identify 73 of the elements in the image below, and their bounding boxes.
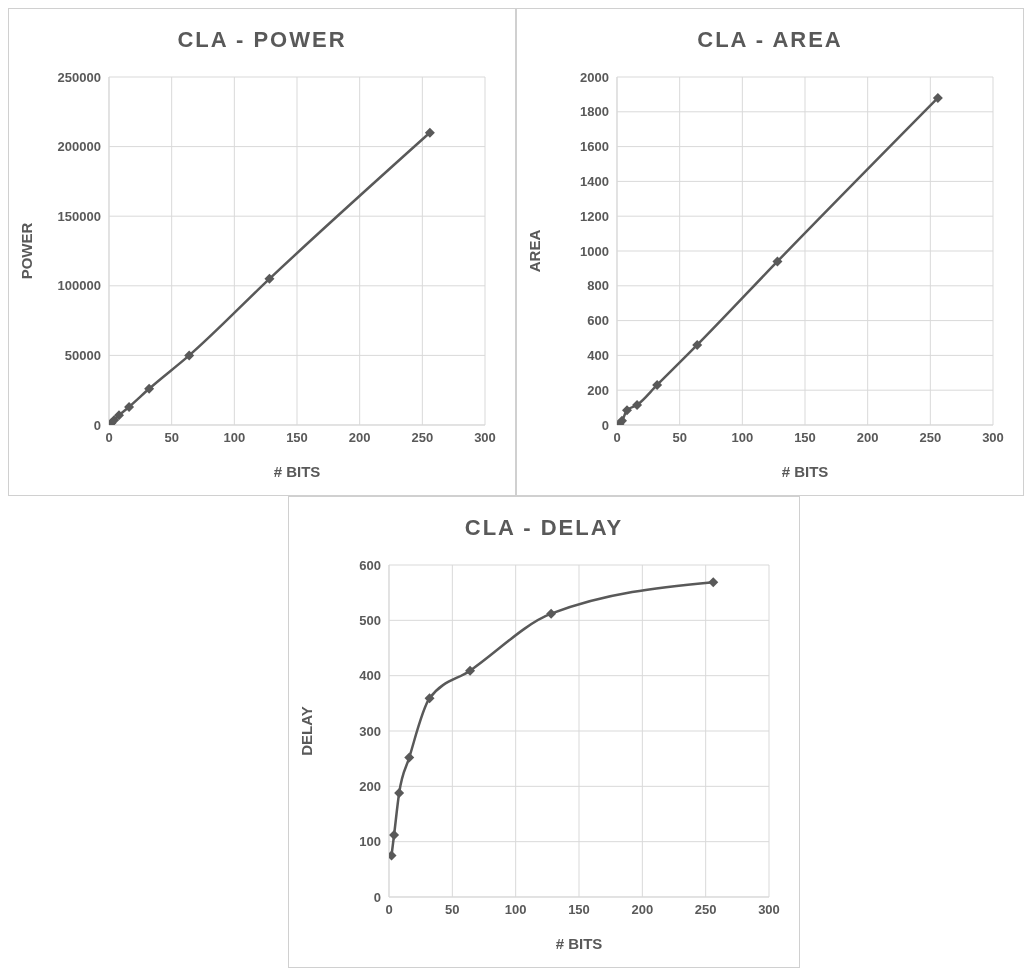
chart-title: CLA - POWER	[176, 26, 348, 54]
y-tick-label: 400	[587, 348, 609, 364]
point	[546, 608, 557, 619]
point	[708, 577, 719, 588]
point	[424, 693, 435, 704]
point	[144, 383, 155, 394]
x-tick-label: 250	[694, 902, 717, 918]
x-axis-title: # BITS	[781, 463, 829, 480]
y-tick-label: 100000	[57, 278, 101, 294]
y-tick-label: 200	[587, 382, 609, 398]
y-axis-title: AREA	[526, 229, 544, 273]
point	[772, 256, 783, 267]
x-tick-label: 300	[474, 430, 496, 446]
x-tick-label: 150	[568, 902, 590, 918]
x-tick-label: 300	[982, 430, 1004, 446]
x-tick-label: 50	[164, 430, 179, 446]
point	[632, 399, 643, 410]
y-tick-label: 600	[359, 557, 381, 573]
x-tick-label: 300	[758, 902, 780, 918]
x-axis-title: # BITS	[555, 935, 603, 952]
x-tick-label: 50	[445, 902, 460, 918]
y-tick-label: 800	[587, 278, 609, 294]
y-tick-label: 2000	[580, 69, 609, 85]
x-axis-title: # BITS	[273, 463, 321, 480]
y-axis-title: POWER	[18, 222, 36, 280]
x-tick-label: 150	[286, 430, 308, 446]
y-tick-label: 600	[587, 313, 609, 329]
chart-title: CLA - AREA	[696, 26, 844, 54]
x-tick-label: 250	[411, 430, 434, 446]
point	[184, 350, 195, 361]
y-tick-label: 0	[93, 417, 101, 433]
y-tick-label: 1600	[580, 139, 609, 155]
point	[652, 379, 663, 390]
y-tick-label: 50000	[64, 348, 101, 364]
y-tick-label: 1800	[580, 104, 609, 120]
y-tick-label: 500	[359, 612, 381, 628]
chart-title: CLA - DELAY	[463, 514, 625, 542]
y-tick-label: 0	[601, 417, 609, 433]
point	[622, 405, 633, 416]
x-tick-label: 50	[672, 430, 687, 446]
point	[692, 339, 703, 350]
x-tick-label: 0	[613, 430, 621, 446]
x-tick-label: 100	[731, 430, 754, 446]
point	[394, 787, 405, 798]
x-tick-label: 0	[105, 430, 113, 446]
x-tick-label: 250	[919, 430, 942, 446]
y-tick-label: 100	[359, 834, 381, 850]
y-tick-label: 0	[373, 889, 381, 905]
x-tick-label: 100	[223, 430, 246, 446]
point	[404, 752, 415, 763]
y-tick-label: 150000	[57, 208, 101, 224]
y-tick-label: 200	[359, 778, 381, 794]
y-tick-label: 1000	[580, 243, 609, 259]
point	[465, 665, 476, 676]
y-axis-title: DELAY	[298, 706, 316, 756]
y-tick-label: 1400	[580, 174, 609, 190]
x-tick-label: 150	[794, 430, 816, 446]
x-tick-label: 200	[348, 430, 371, 446]
x-tick-label: 200	[856, 430, 879, 446]
y-tick-label: 200000	[57, 139, 101, 155]
x-tick-label: 100	[504, 902, 527, 918]
point	[424, 127, 435, 138]
y-tick-label: 400	[359, 668, 381, 684]
y-tick-label: 300	[359, 723, 381, 739]
y-tick-label: 1200	[580, 208, 609, 224]
point	[264, 273, 275, 284]
point	[932, 92, 943, 103]
x-tick-label: 200	[631, 902, 654, 918]
point	[124, 401, 135, 412]
point	[114, 410, 125, 421]
x-tick-label: 0	[385, 902, 393, 918]
y-tick-label: 250000	[57, 69, 101, 85]
point	[389, 830, 400, 841]
